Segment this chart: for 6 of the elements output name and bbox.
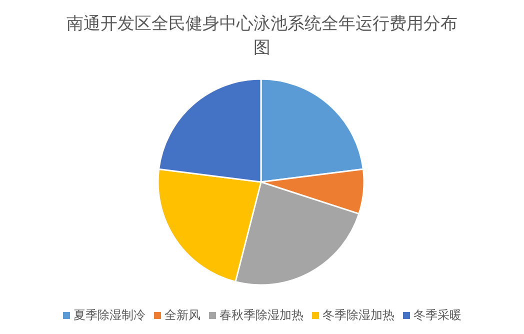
legend-label: 冬季除湿加热 xyxy=(322,308,394,322)
title: 南通开发区全民健身中心泳池系统全年运行费用分布图 xyxy=(66,13,458,60)
legend-label: 冬季采暖 xyxy=(414,308,462,322)
legend-label: 全新风 xyxy=(164,308,200,322)
legend-label: 春秋季除湿加热 xyxy=(220,308,304,322)
legend-label: 夏季除湿制冷 xyxy=(74,308,146,322)
